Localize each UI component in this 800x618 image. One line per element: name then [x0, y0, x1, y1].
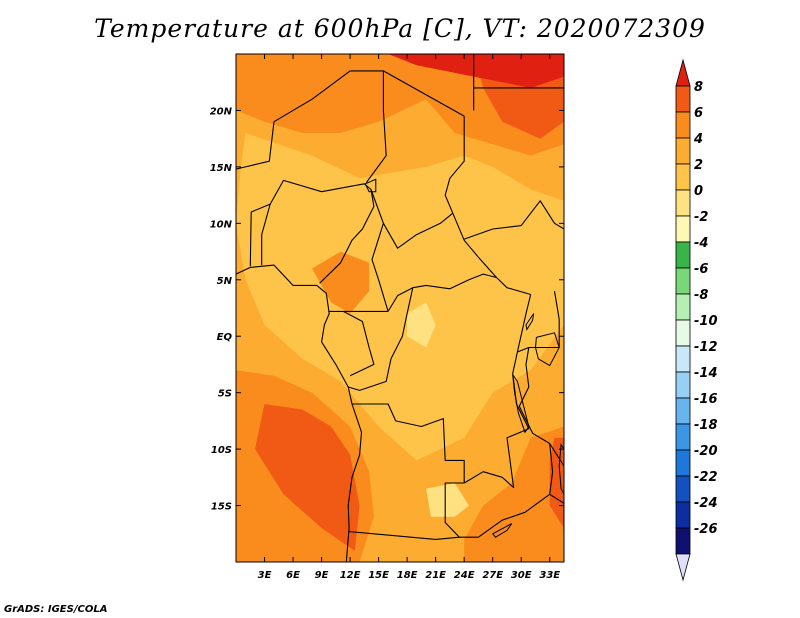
- border-congo-drc: [348, 287, 414, 391]
- y-tick-label: 5N: [217, 276, 233, 287]
- x-tick-label: 18E: [397, 570, 418, 581]
- map-title: Temperature at 600hPa [C], VT: 202007230…: [94, 14, 706, 43]
- colorbar-label: -16: [694, 392, 718, 407]
- x-tick-label: 15E: [368, 570, 389, 581]
- temp-band-southeast: [464, 426, 564, 562]
- colorbar-swatch: [675, 189, 691, 217]
- colorbar-swatch: [675, 501, 691, 529]
- lake-kariba: [491, 523, 513, 538]
- y-tick-label: 5S: [218, 389, 232, 400]
- colorbar-swatch: [675, 527, 691, 555]
- border-drc-east: [512, 294, 532, 430]
- lake-tanganyika: [512, 374, 530, 434]
- colorbar-label: 2: [694, 158, 703, 173]
- colorbar-swatch: [675, 111, 691, 139]
- colorbar-swatch: [675, 397, 691, 425]
- colorbar-label: 0: [694, 184, 703, 199]
- y-axis: 20N 15N 10N 5N EQ 5S 10S 15S: [210, 106, 564, 513]
- border-niger-chad: [365, 70, 387, 184]
- temperature-field: [236, 54, 564, 562]
- x-tick-label: 6E: [286, 570, 300, 581]
- x-tick-label: 21E: [425, 570, 446, 581]
- grads-credit: GrADS: IGES/COLA: [4, 604, 108, 615]
- colorbar-label: -22: [694, 470, 718, 485]
- x-tick-label: 9E: [315, 570, 329, 581]
- border-malawi: [549, 443, 564, 534]
- colorbar-swatch: [675, 241, 691, 269]
- border-chad-sudan: [444, 116, 465, 214]
- border-cameroon-car: [370, 189, 389, 312]
- y-tick-label: 15S: [211, 502, 232, 513]
- x-tick-label: 33E: [539, 570, 560, 581]
- border-drc-angola: [352, 403, 465, 483]
- x-tick-label: 27E: [482, 570, 503, 581]
- border-zambia-south: [459, 493, 551, 538]
- colorbar-label: -10: [694, 314, 718, 329]
- temp-band-southwest: [255, 404, 360, 551]
- colorbar-swatch: [675, 215, 691, 243]
- y-tick-label: EQ: [217, 332, 233, 343]
- colorbar-swatch: [675, 163, 691, 191]
- temp-band-cool-south: [426, 483, 469, 517]
- colorbar-label: -26: [694, 522, 718, 537]
- colorbar-swatch: [675, 85, 691, 113]
- colorbar-bottom-arrow: [675, 553, 691, 582]
- colorbar-swatch: [675, 371, 691, 399]
- x-tick-label: 12E: [340, 570, 361, 581]
- lake-albert: [525, 313, 535, 331]
- border-sudan-south-sudan: [464, 200, 564, 240]
- border-angola-zambia-namibia: [348, 482, 465, 540]
- colorbar-label: -14: [694, 366, 718, 381]
- colorbar-label: 6: [694, 106, 703, 121]
- colorbar-swatch: [675, 449, 691, 477]
- border-algeria-niger: [273, 70, 351, 123]
- colorbar-label: -2: [694, 210, 708, 225]
- colorbar-swatch: [675, 293, 691, 321]
- y-tick-label: 10S: [211, 445, 232, 456]
- border-gabon-congo: [343, 310, 375, 377]
- colorbar-label: 8: [694, 80, 703, 95]
- lake-victoria: [534, 332, 560, 367]
- colorbar-swatch: [675, 423, 691, 451]
- temp-band-libya-egypt: [388, 54, 564, 88]
- colorbar-top-arrow: [675, 58, 691, 87]
- country-borders: [236, 54, 564, 562]
- x-tick-label: 24E: [454, 570, 475, 581]
- x-tick-label: 30E: [511, 570, 532, 581]
- border-nigeria-cameroon: [319, 189, 375, 284]
- temp-band-central: [236, 133, 564, 461]
- map-frame: [235, 53, 565, 563]
- colorbar-swatch: [675, 319, 691, 347]
- x-axis: 3E 6E 9E 12E 15E 18E 21E 24E 27E 30E 33E: [258, 54, 560, 581]
- colorbar-label: -20: [694, 444, 718, 459]
- temp-band-gulf: [312, 251, 370, 314]
- x-tick-label: 3E: [258, 570, 272, 581]
- colorbar-swatch: [675, 475, 691, 503]
- border-mali-niger: [236, 121, 275, 170]
- lake-chad: [364, 178, 377, 193]
- border-car-south-sudan: [452, 212, 497, 278]
- colorbar-swatch: [675, 267, 691, 295]
- border-car-south: [387, 273, 531, 312]
- colorbar: 8 6 4 2 0 -2 -4 -6 -8 -10 -12 -14 -16 -18 -20 -22 -24 -26: [675, 58, 718, 582]
- border-drc-zambia: [463, 428, 530, 489]
- colorbar-label: -18: [694, 418, 718, 433]
- border-benin: [249, 203, 271, 267]
- colorbar-label: -24: [694, 496, 718, 511]
- temp-band-cool-congo: [407, 302, 436, 348]
- border-chad-car: [382, 212, 454, 249]
- y-tick-label: 10N: [210, 219, 233, 230]
- colorbar-swatch: [675, 137, 691, 165]
- y-tick-label: 15N: [210, 163, 233, 174]
- colorbar-label: -12: [694, 340, 718, 355]
- colorbar-label: -4: [694, 236, 708, 251]
- y-tick-label: 20N: [210, 106, 233, 117]
- colorbar-swatch: [675, 345, 691, 373]
- coastline-west-africa: [236, 264, 363, 562]
- colorbar-label: -8: [694, 288, 708, 303]
- colorbar-label: -6: [694, 262, 708, 277]
- colorbar-label: 4: [693, 132, 703, 147]
